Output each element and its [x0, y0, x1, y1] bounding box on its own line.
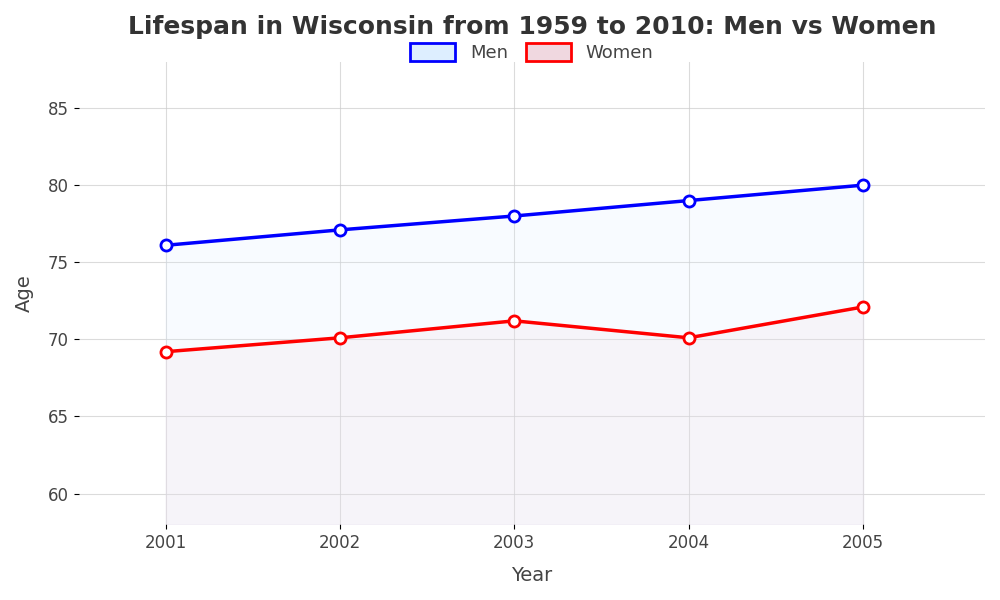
Title: Lifespan in Wisconsin from 1959 to 2010: Men vs Women: Lifespan in Wisconsin from 1959 to 2010:…	[128, 15, 936, 39]
Y-axis label: Age: Age	[15, 274, 34, 312]
X-axis label: Year: Year	[511, 566, 552, 585]
Legend: Men, Women: Men, Women	[401, 34, 662, 71]
